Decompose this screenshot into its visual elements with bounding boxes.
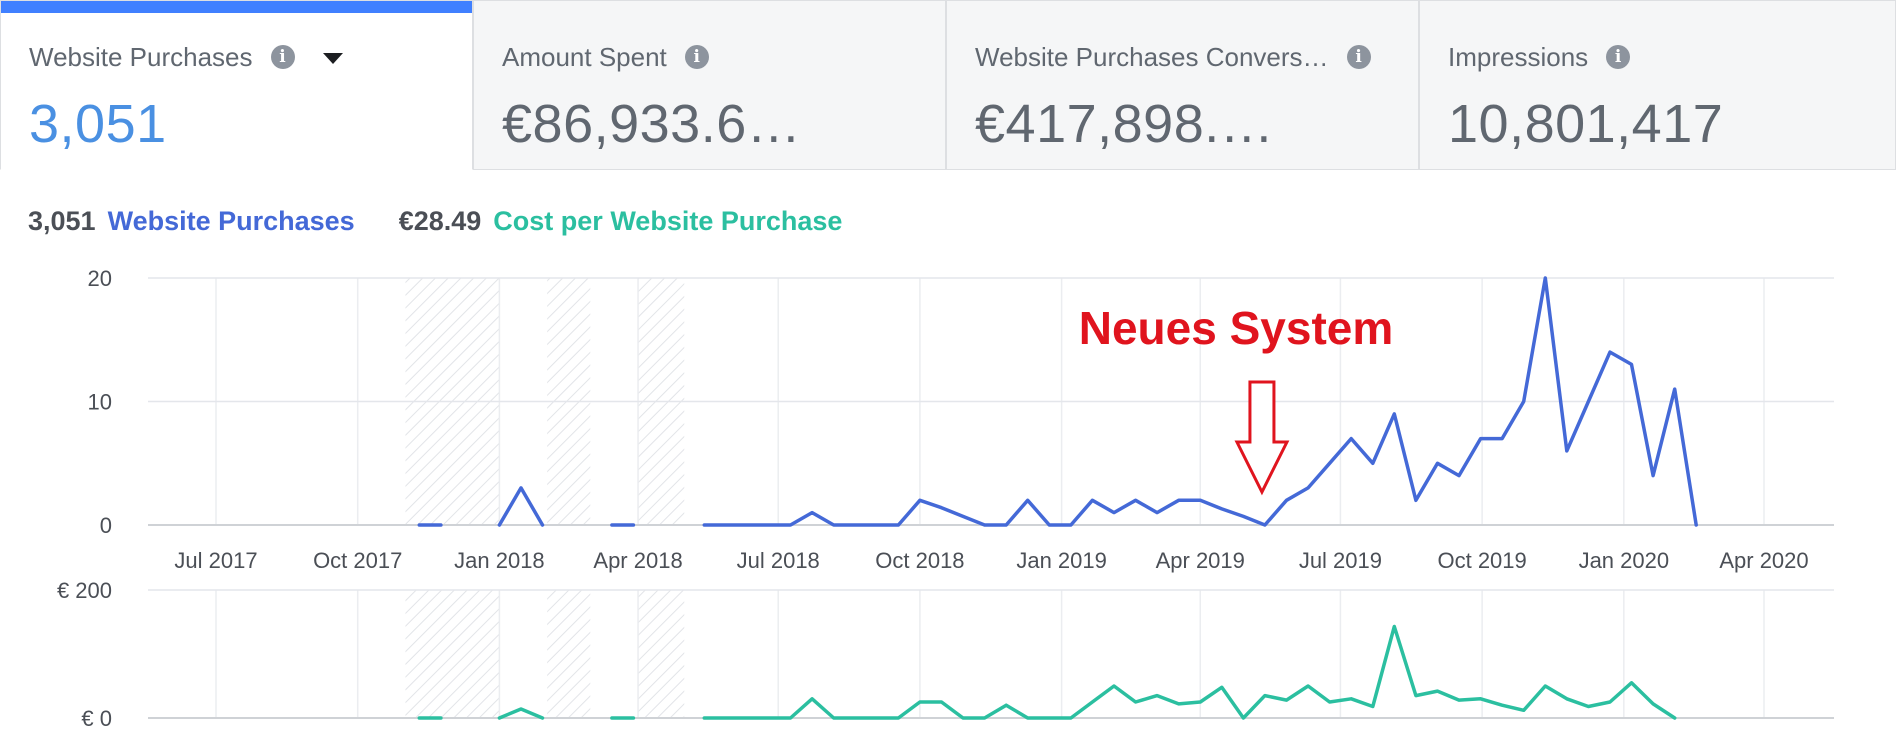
legend-secondary-label[interactable]: Cost per Website Purchase xyxy=(493,206,843,236)
active-tab-indicator xyxy=(1,1,472,13)
y-tick-label: € 200 xyxy=(57,578,112,603)
x-tick-label: Jan 2019 xyxy=(1016,548,1107,573)
y-tick-label: 20 xyxy=(88,266,112,291)
tab-label: Amount Spent xyxy=(502,41,667,72)
y-tick-label: 10 xyxy=(88,390,112,415)
tab-value: 10,801,417 xyxy=(1448,94,1724,154)
x-tick-label: Jan 2018 xyxy=(454,548,545,573)
info-icon[interactable]: i xyxy=(1346,45,1371,69)
tab-website-purchases[interactable]: Website Purchases i 3,051 xyxy=(0,0,473,170)
tab-value: €417,898.… xyxy=(975,94,1275,154)
series-line-cost-per-purchase xyxy=(702,624,1677,720)
x-tick-label: Oct 2018 xyxy=(875,548,964,573)
annotation-arrow-icon xyxy=(1234,380,1290,496)
shaded-period-bottom xyxy=(547,590,591,718)
x-tick-label: Apr 2020 xyxy=(1719,548,1808,573)
y-tick-label: € 0 xyxy=(81,706,112,731)
tab-website-purchases-conversion[interactable]: Website Purchases Convers… i €417,898.… xyxy=(946,0,1419,170)
shaded-period-bottom xyxy=(405,590,500,718)
x-tick-label: Jul 2018 xyxy=(737,548,820,573)
legend-secondary-value: €28.49 xyxy=(398,206,482,236)
metric-tabs: Website Purchases i 3,051 Amount Spent i… xyxy=(0,0,1896,170)
x-tick-label: Oct 2017 xyxy=(313,548,402,573)
caret-down-icon[interactable] xyxy=(322,52,343,64)
x-tick-label: Jul 2017 xyxy=(174,548,257,573)
tab-label: Website Purchases xyxy=(29,41,253,72)
series-line-website-purchases xyxy=(497,486,545,527)
x-tick-label: Oct 2019 xyxy=(1437,548,1526,573)
x-tick-label: Jul 2019 xyxy=(1299,548,1382,573)
x-tick-label: Apr 2018 xyxy=(593,548,682,573)
x-tick-label: Jan 2020 xyxy=(1579,548,1670,573)
series-line-cost-per-purchase xyxy=(497,707,545,720)
series-line-website-purchases xyxy=(702,276,1698,527)
chart-legend: 3,051 Website Purchases €28.49 Cost per … xyxy=(28,206,842,237)
tab-amount-spent[interactable]: Amount Spent i €86,933.6… xyxy=(473,0,946,170)
info-icon[interactable]: i xyxy=(1606,45,1631,69)
legend-primary-value: 3,051 xyxy=(28,206,96,236)
x-tick-label: Apr 2019 xyxy=(1156,548,1245,573)
tab-value: €86,933.6… xyxy=(502,94,802,154)
tab-value: 3,051 xyxy=(29,94,167,154)
legend-primary-label[interactable]: Website Purchases xyxy=(107,206,355,236)
tab-impressions[interactable]: Impressions i 10,801,417 xyxy=(1419,0,1896,170)
annotation-text: Neues System xyxy=(1079,302,1394,354)
info-icon[interactable]: i xyxy=(270,45,295,69)
y-tick-label: 0 xyxy=(100,513,112,538)
shaded-period-bottom xyxy=(638,590,685,718)
tab-label: Website Purchases Convers… xyxy=(975,41,1329,72)
tab-label: Impressions xyxy=(1448,41,1589,72)
info-icon[interactable]: i xyxy=(684,45,709,69)
